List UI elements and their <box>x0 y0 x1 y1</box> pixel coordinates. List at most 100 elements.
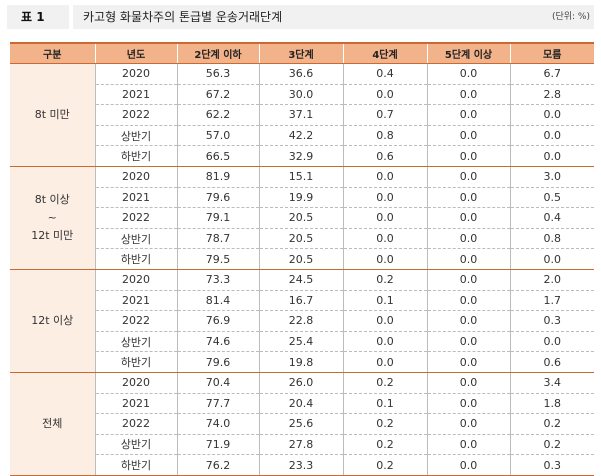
unknown-cell: 0.0 <box>509 331 594 353</box>
stage5-or-more-cell: 0.0 <box>426 145 510 167</box>
unknown-cell: 0.8 <box>509 228 594 250</box>
stage4-cell: 0.0 <box>342 207 427 229</box>
stage4-cell: 0.1 <box>342 290 427 312</box>
year-cell: 상반기 <box>94 331 177 353</box>
stage3-cell: 20.5 <box>258 228 343 250</box>
unknown-cell: 0.2 <box>509 413 594 435</box>
stage3-cell: 15.1 <box>258 166 343 188</box>
table-title-bar: 표 1 카고형 화물차주의 톤급별 운송거래단계 (단위: %) <box>7 5 594 29</box>
stage2-or-less-cell: 67.2 <box>176 84 259 106</box>
stage3-cell: 20.4 <box>258 393 343 415</box>
header-category: 구분 <box>10 42 95 64</box>
stage3-cell: 22.8 <box>258 310 343 332</box>
year-cell: 2021 <box>94 393 177 415</box>
year-cell: 2022 <box>94 310 177 332</box>
header-row: 구분 년도 2단계 이하 3단계 4단계 5단계 이상 모름 <box>10 42 594 64</box>
stage5-or-more-cell: 0.0 <box>426 393 510 415</box>
stage4-cell: 0.0 <box>342 310 427 332</box>
stage3-cell: 20.5 <box>258 248 343 270</box>
title-divider <box>69 5 73 29</box>
unknown-cell: 3.4 <box>509 372 594 394</box>
unknown-cell: 0.0 <box>509 145 594 167</box>
stage3-cell: 19.8 <box>258 351 343 373</box>
table-row: 전체 2020 70.4 26.0 0.2 0.0 3.4 <box>10 372 594 476</box>
stage2-or-less-cell: 77.7 <box>176 393 259 415</box>
year-cell: 상반기 <box>94 228 177 250</box>
unknown-cell: 0.3 <box>509 310 594 332</box>
stage2-or-less-cell: 74.6 <box>176 331 259 353</box>
stage2-or-less-cell: 81.9 <box>176 166 259 188</box>
year-cell: 하반기 <box>94 351 177 373</box>
header-stage5-or-more: 5단계 이상 <box>426 42 510 64</box>
unknown-cell: 1.8 <box>509 393 594 415</box>
stage4-cell: 0.0 <box>342 248 427 270</box>
table-number-label: 표 1 <box>21 10 45 24</box>
stage4-cell: 0.6 <box>342 145 427 167</box>
year-cell: 상반기 <box>94 125 177 147</box>
stage5-or-more-cell: 0.0 <box>426 63 510 85</box>
header-stage4: 4단계 <box>342 42 427 64</box>
stage2-or-less-cell: 79.1 <box>176 207 259 229</box>
table-row: 상반기 74.6 25.4 0.0 0.0 0.0 <box>10 331 594 353</box>
stage3-cell: 42.2 <box>258 125 343 147</box>
stage4-cell: 0.1 <box>342 393 427 415</box>
stage2-or-less-cell: 79.6 <box>176 187 259 209</box>
stage4-cell: 0.0 <box>342 351 427 373</box>
year-cell: 2020 <box>94 372 177 394</box>
stage5-or-more-cell: 0.0 <box>426 104 510 126</box>
stage5-or-more-cell: 0.0 <box>426 269 510 291</box>
stage3-cell: 36.6 <box>258 63 343 85</box>
stage2-or-less-cell: 57.0 <box>176 125 259 147</box>
year-cell: 2021 <box>94 84 177 106</box>
table-row: 2021 81.4 16.7 0.1 0.0 1.7 <box>10 290 594 312</box>
unknown-cell: 0.6 <box>509 351 594 373</box>
year-cell: 하반기 <box>94 454 177 476</box>
stage5-or-more-cell: 0.0 <box>426 84 510 106</box>
year-cell: 2020 <box>94 63 177 85</box>
stage4-cell: 0.4 <box>342 63 427 85</box>
stage2-or-less-cell: 62.2 <box>176 104 259 126</box>
stage5-or-more-cell: 0.0 <box>426 290 510 312</box>
header-year: 년도 <box>94 42 177 64</box>
header-stage2-or-less: 2단계 이하 <box>176 42 259 64</box>
stage4-cell: 0.2 <box>342 454 427 476</box>
table-row: 2021 79.6 19.9 0.0 0.0 0.5 <box>10 187 594 209</box>
table-row: 8t 미만 2020 56.3 36.6 0.4 0.0 6.7 <box>10 63 594 167</box>
unknown-cell: 3.0 <box>509 166 594 188</box>
stage2-or-less-cell: 79.5 <box>176 248 259 270</box>
table-row: 2022 76.9 22.8 0.0 0.0 0.3 <box>10 310 594 332</box>
table-row: 2021 77.7 20.4 0.1 0.0 1.8 <box>10 393 594 415</box>
year-cell: 2020 <box>94 269 177 291</box>
stage5-or-more-cell: 0.0 <box>426 310 510 332</box>
unknown-cell: 0.0 <box>509 248 594 270</box>
unknown-cell: 0.3 <box>509 454 594 476</box>
year-cell: 2021 <box>94 187 177 209</box>
stage3-cell: 25.6 <box>258 413 343 435</box>
stage5-or-more-cell: 0.0 <box>426 248 510 270</box>
table-row: 2022 62.2 37.1 0.7 0.0 0.0 <box>10 104 594 126</box>
stage4-cell: 0.2 <box>342 372 427 394</box>
group-label: 8t 미만 <box>10 63 95 167</box>
stage3-cell: 20.5 <box>258 207 343 229</box>
stage3-cell: 37.1 <box>258 104 343 126</box>
table-row: 상반기 71.9 27.8 0.2 0.0 0.2 <box>10 434 594 456</box>
stage4-cell: 0.2 <box>342 269 427 291</box>
unknown-cell: 0.0 <box>509 125 594 147</box>
table-row: 상반기 78.7 20.5 0.0 0.0 0.8 <box>10 228 594 250</box>
year-cell: 하반기 <box>94 248 177 270</box>
table-title: 카고형 화물차주의 톤급별 운송거래단계 <box>83 10 283 24</box>
stage3-cell: 25.4 <box>258 331 343 353</box>
stage4-cell: 0.0 <box>342 187 427 209</box>
table-row: 2022 74.0 25.6 0.2 0.0 0.2 <box>10 413 594 435</box>
year-cell: 2022 <box>94 104 177 126</box>
unknown-cell: 6.7 <box>509 63 594 85</box>
table-row: 8t 이상 ~ 12t 미만 2020 81.9 15.1 0.0 0.0 3.0 <box>10 166 594 270</box>
stage4-cell: 0.0 <box>342 84 427 106</box>
header-unknown: 모름 <box>509 42 594 64</box>
stage5-or-more-cell: 0.0 <box>426 207 510 229</box>
header-stage3: 3단계 <box>258 42 343 64</box>
group-label: 12t 이상 <box>10 269 95 373</box>
year-cell: 2021 <box>94 290 177 312</box>
stage2-or-less-cell: 71.9 <box>176 434 259 456</box>
stage3-cell: 27.8 <box>258 434 343 456</box>
